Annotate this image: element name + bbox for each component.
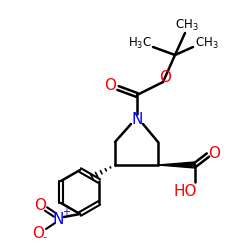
Text: O: O <box>208 146 220 160</box>
Text: CH$_3$: CH$_3$ <box>195 36 219 51</box>
Text: HO: HO <box>173 184 197 200</box>
Text: N: N <box>131 112 143 128</box>
Text: O: O <box>104 78 116 94</box>
Polygon shape <box>158 162 195 168</box>
Text: -: - <box>42 232 46 242</box>
Text: CH$_3$: CH$_3$ <box>175 18 199 32</box>
Text: O: O <box>159 70 171 86</box>
Text: O: O <box>32 226 44 240</box>
Text: O: O <box>34 198 46 212</box>
Text: +: + <box>62 207 70 217</box>
Text: N: N <box>52 212 64 226</box>
Text: H$_3$C: H$_3$C <box>128 36 152 51</box>
